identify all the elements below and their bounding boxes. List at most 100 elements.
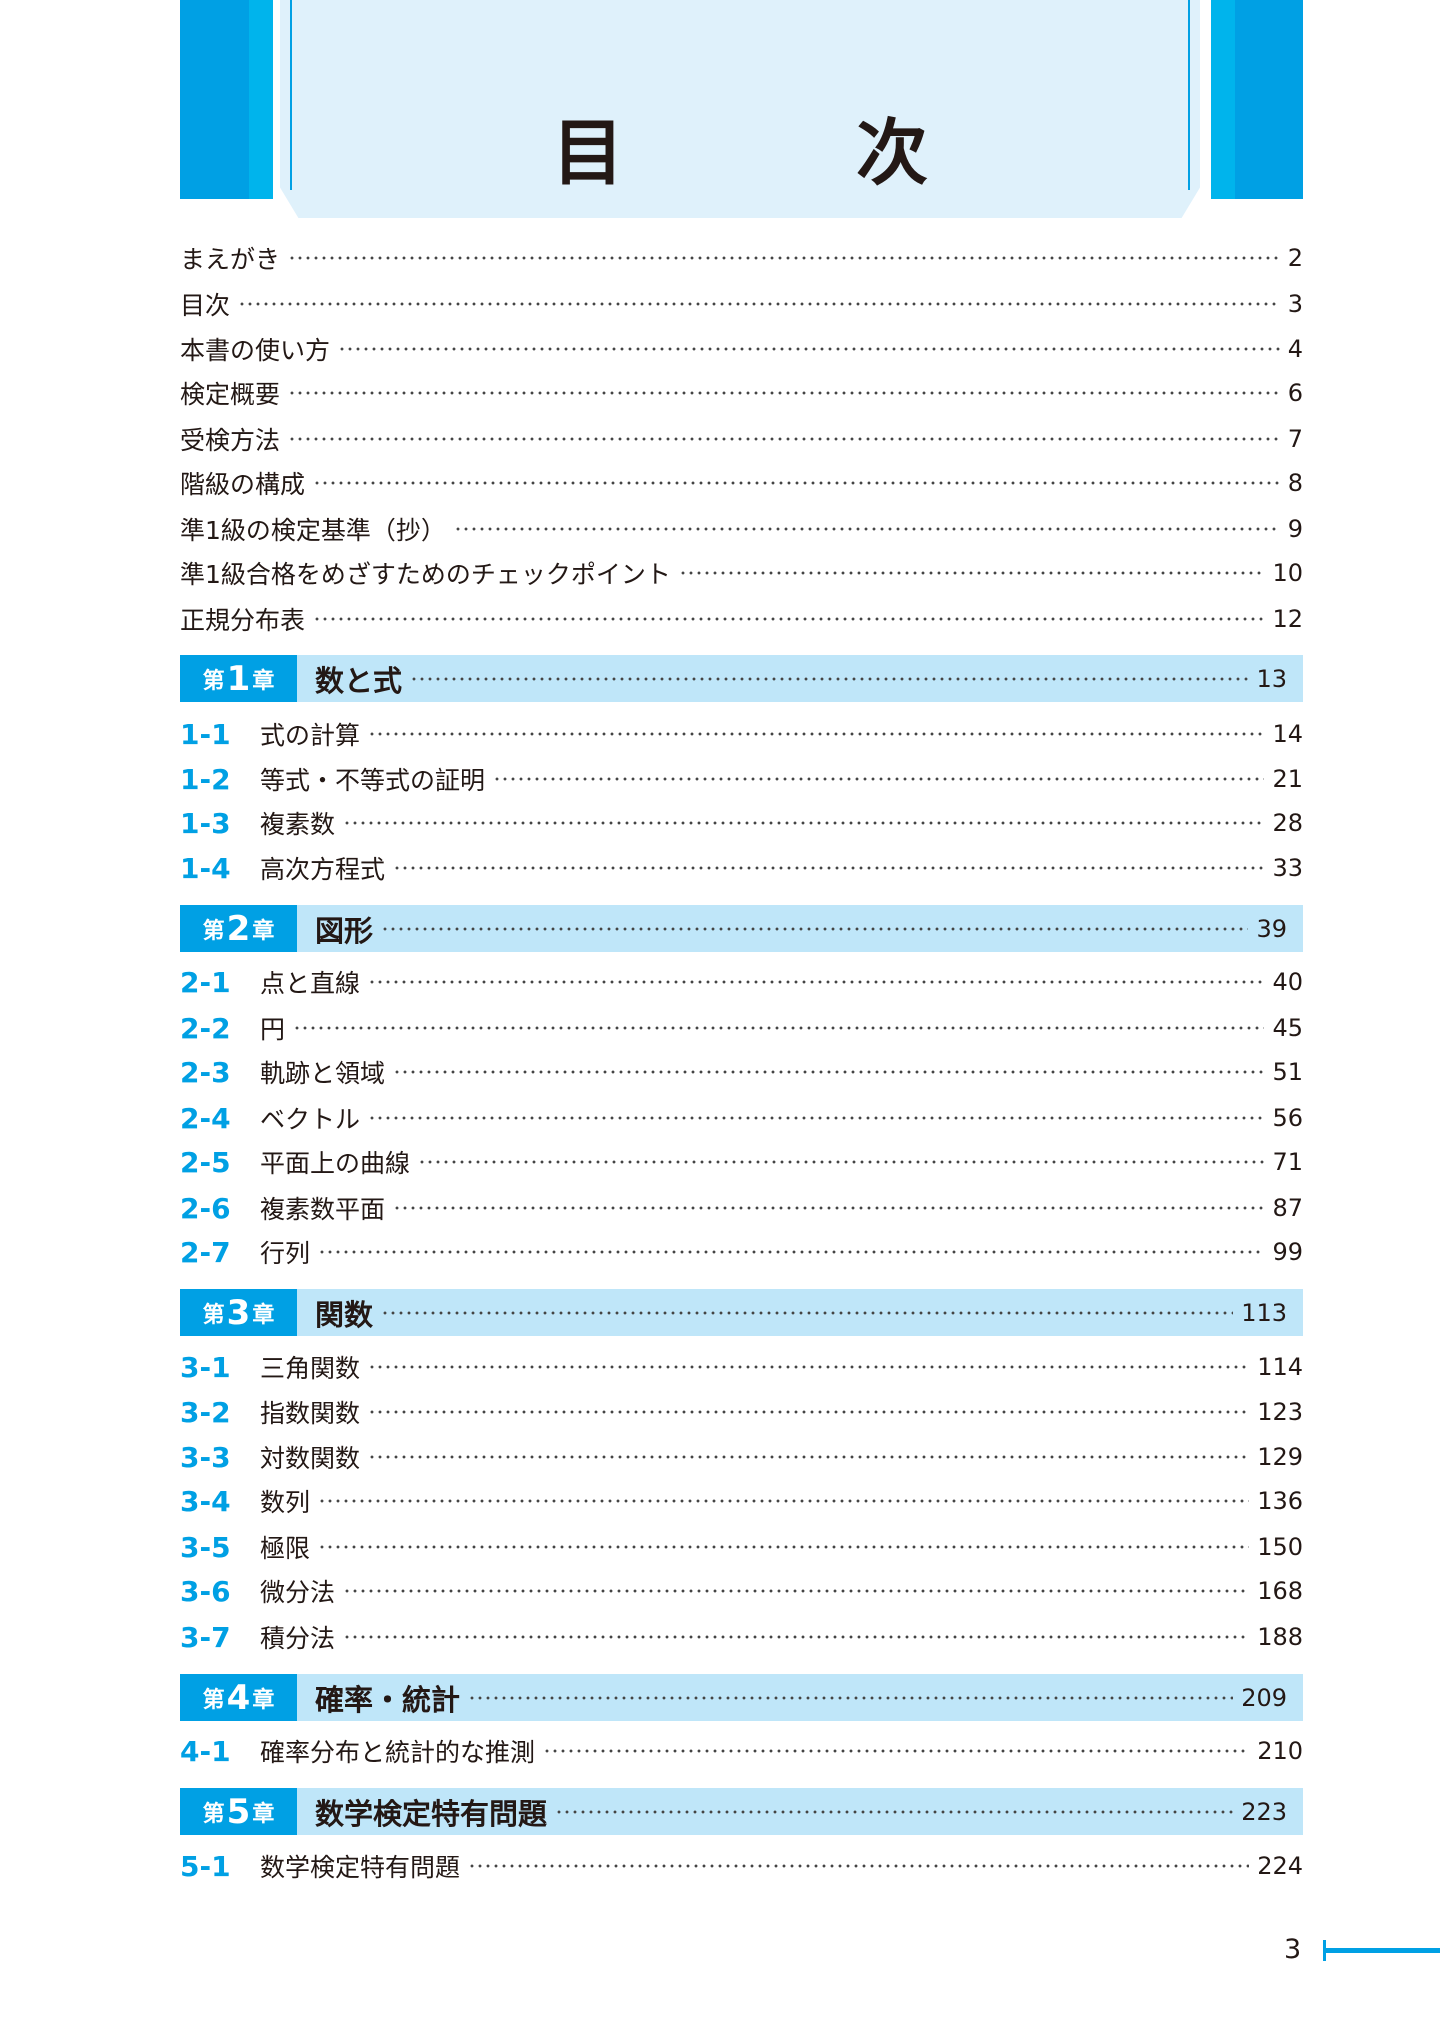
section-label: 複素数平面 <box>260 1195 386 1224</box>
entry-page: 6 <box>1287 379 1303 407</box>
chapter-prefix: 第 <box>202 918 225 944</box>
toc-entry[interactable]: 検定概要 6 <box>180 371 1303 415</box>
section-page: 21 <box>1272 765 1303 793</box>
dot-leader <box>393 1186 1265 1230</box>
dot-leader <box>338 327 1280 371</box>
section-entry[interactable]: 2-5 平面上の曲線 71 <box>180 1140 1303 1184</box>
dot-leader <box>555 1789 1234 1834</box>
section-entry[interactable]: 5-1 数学検定特有問題 224 <box>180 1844 1303 1888</box>
section-page: 150 <box>1257 1533 1303 1561</box>
chapter-page: 209 <box>1241 1683 1287 1712</box>
section-page: 40 <box>1272 968 1303 996</box>
section-entry[interactable]: 3-6 微分法 168 <box>180 1569 1303 1613</box>
section-page: 51 <box>1272 1058 1303 1086</box>
toc-entry[interactable]: まえがき 2 <box>180 236 1303 280</box>
section-entry[interactable]: 1-3 複素数 28 <box>180 801 1303 845</box>
section-entry[interactable]: 3-2 指数関数 123 <box>180 1390 1303 1434</box>
section-entry[interactable]: 4-1 確率分布と統計的な推測 210 <box>180 1729 1303 1773</box>
section-page: 56 <box>1272 1104 1303 1132</box>
section-label: 高次方程式 <box>260 855 386 884</box>
chapter-bar[interactable]: 第 1 章数と式 13 <box>180 655 1303 702</box>
section-number: 3-3 <box>180 1440 231 1474</box>
section-entry[interactable]: 3-3 対数関数 129 <box>180 1435 1303 1479</box>
chapter-bar[interactable]: 第 3 章関数 113 <box>180 1289 1303 1336</box>
section-entry[interactable]: 2-7 行列 99 <box>180 1230 1303 1274</box>
section-number: 2-2 <box>180 1011 231 1045</box>
section-number: 3-6 <box>180 1574 231 1608</box>
section-page: 28 <box>1272 809 1303 837</box>
dot-leader <box>368 712 1265 756</box>
chapter-bar[interactable]: 第 5 章数学検定特有問題 223 <box>180 1788 1303 1835</box>
toc-entry[interactable]: 受検方法 7 <box>180 417 1303 461</box>
section-number: 2-3 <box>180 1055 231 1089</box>
entry-page: 9 <box>1287 515 1303 543</box>
section-number: 3-1 <box>180 1350 231 1384</box>
section-label: 指数関数 <box>260 1399 361 1428</box>
dot-leader <box>368 1390 1250 1434</box>
toc-entry[interactable]: 準1級合格をめざすためのチェックポイント 10 <box>180 551 1303 595</box>
chapter-number: 3 <box>226 1292 251 1333</box>
section-page: 99 <box>1272 1238 1303 1266</box>
section-entry[interactable]: 3-7 積分法 188 <box>180 1615 1303 1659</box>
section-number: 1-1 <box>180 717 231 751</box>
section-entry[interactable]: 3-5 極限 150 <box>180 1525 1303 1569</box>
entry-label: 準1級の検定基準（抄） <box>180 516 446 545</box>
chapter-prefix: 第 <box>202 668 225 694</box>
section-entry[interactable]: 1-4 高次方程式 33 <box>180 846 1303 890</box>
dot-leader <box>468 1844 1250 1888</box>
chapter-bar[interactable]: 第 2 章図形 39 <box>180 905 1303 952</box>
chapter-number: 4 <box>226 1677 251 1718</box>
dot-leader <box>678 551 1265 595</box>
entry-label: 検定概要 <box>180 380 281 409</box>
chapter-page: 223 <box>1241 1797 1287 1826</box>
dot-leader <box>343 1569 1250 1613</box>
section-page: 123 <box>1257 1398 1303 1426</box>
chapter-page: 13 <box>1256 664 1287 693</box>
section-entry[interactable]: 2-1 点と直線 40 <box>180 960 1303 1004</box>
chapter-bar[interactable]: 第 4 章確率・統計 209 <box>180 1674 1303 1721</box>
section-page: 168 <box>1257 1577 1303 1605</box>
toc-entry[interactable]: 階級の構成 8 <box>180 461 1303 505</box>
chapter-number: 5 <box>226 1791 251 1832</box>
toc-entry[interactable]: 正規分布表 12 <box>180 597 1303 641</box>
toc-entry[interactable]: 目次 3 <box>180 282 1303 326</box>
section-number: 3-7 <box>180 1620 231 1654</box>
entry-label: 目次 <box>180 291 231 320</box>
dot-leader <box>393 1050 1265 1094</box>
section-entry[interactable]: 3-4 数列 136 <box>180 1479 1303 1523</box>
dot-leader <box>288 417 1280 461</box>
toc-entry[interactable]: 準1級の検定基準（抄） 9 <box>180 507 1303 551</box>
section-number: 2-4 <box>180 1101 231 1135</box>
title-panel: 目 次 <box>280 0 1200 218</box>
entry-label: まえがき <box>180 245 281 274</box>
section-label: 数列 <box>260 1488 311 1517</box>
section-entry[interactable]: 2-4 ベクトル 56 <box>180 1096 1303 1140</box>
chapter-title: 確率・統計 <box>315 1682 461 1717</box>
dot-leader <box>493 757 1265 801</box>
entry-label: 準1級合格をめざすためのチェックポイント <box>180 560 671 589</box>
section-entry[interactable]: 2-3 軌跡と領域 51 <box>180 1050 1303 1094</box>
section-entry[interactable]: 3-1 三角関数 114 <box>180 1345 1303 1389</box>
section-entry[interactable]: 2-2 円 45 <box>180 1006 1303 1050</box>
chapter-number: 2 <box>226 908 251 949</box>
dot-leader <box>368 1096 1265 1140</box>
toc-entry[interactable]: 本書の使い方 4 <box>180 327 1303 371</box>
dot-leader <box>543 1729 1250 1773</box>
section-label: 行列 <box>260 1239 311 1268</box>
chapter-suffix: 章 <box>252 1687 275 1713</box>
section-label: 複素数 <box>260 810 336 839</box>
section-entry[interactable]: 1-1 式の計算 14 <box>180 712 1303 756</box>
entry-page: 8 <box>1287 469 1303 497</box>
entry-label: 正規分布表 <box>180 606 306 635</box>
section-entry[interactable]: 2-6 複素数平面 87 <box>180 1186 1303 1230</box>
page-number-rule <box>1323 1940 1440 1961</box>
chapter-title: 関数 <box>315 1297 374 1332</box>
section-entry[interactable]: 1-2 等式・不等式の証明 21 <box>180 757 1303 801</box>
chapter-title: 数学検定特有問題 <box>315 1796 548 1831</box>
section-page: 129 <box>1257 1443 1303 1471</box>
section-number: 4-1 <box>180 1734 231 1768</box>
chapter-number: 1 <box>226 658 251 699</box>
section-number: 1-2 <box>180 762 231 796</box>
